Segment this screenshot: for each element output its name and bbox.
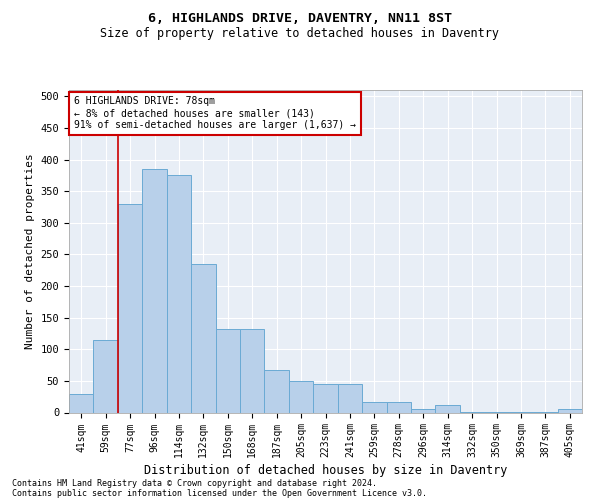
Bar xyxy=(240,329,265,412)
Bar xyxy=(436,405,460,412)
X-axis label: Distribution of detached houses by size in Daventry: Distribution of detached houses by size … xyxy=(144,464,507,477)
Bar xyxy=(142,169,167,412)
Bar xyxy=(557,408,582,412)
Bar xyxy=(265,370,289,412)
Bar xyxy=(191,264,215,412)
Text: Contains public sector information licensed under the Open Government Licence v3: Contains public sector information licen… xyxy=(12,488,427,498)
Bar xyxy=(338,384,362,412)
Bar xyxy=(289,381,313,412)
Text: 6, HIGHLANDS DRIVE, DAVENTRY, NN11 8ST: 6, HIGHLANDS DRIVE, DAVENTRY, NN11 8ST xyxy=(148,12,452,26)
Bar xyxy=(118,204,142,412)
Bar xyxy=(386,402,411,412)
Bar xyxy=(167,176,191,412)
Text: Contains HM Land Registry data © Crown copyright and database right 2024.: Contains HM Land Registry data © Crown c… xyxy=(12,478,377,488)
Text: 6 HIGHLANDS DRIVE: 78sqm
← 8% of detached houses are smaller (143)
91% of semi-d: 6 HIGHLANDS DRIVE: 78sqm ← 8% of detache… xyxy=(74,96,356,130)
Bar xyxy=(362,402,386,412)
Bar xyxy=(313,384,338,412)
Bar xyxy=(215,329,240,412)
Bar xyxy=(94,340,118,412)
Text: Size of property relative to detached houses in Daventry: Size of property relative to detached ho… xyxy=(101,28,499,40)
Bar xyxy=(411,410,436,412)
Bar xyxy=(69,394,94,412)
Y-axis label: Number of detached properties: Number of detached properties xyxy=(25,154,35,349)
